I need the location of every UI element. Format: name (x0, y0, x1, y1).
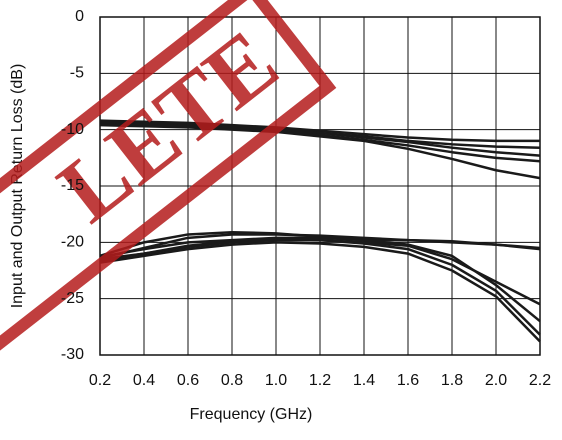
x-tick-label: 1.8 (441, 372, 463, 389)
y-tick-label: -10 (61, 121, 84, 138)
x-tick-label: 1.2 (309, 372, 331, 389)
x-axis-label: Frequency (GHz) (190, 406, 313, 423)
x-tick-label: 1.6 (397, 372, 419, 389)
x-tick-label: 1.4 (353, 372, 375, 389)
x-tick-label: 2.2 (529, 372, 551, 389)
series-line (99, 123, 541, 180)
stamp: LETE (0, 0, 337, 354)
series-line (99, 233, 541, 260)
y-axis-label: Input and Output Return Loss (dB) (9, 64, 26, 309)
y-tick-label: 0 (75, 8, 84, 25)
series-line (99, 241, 541, 343)
y-tick-label: -5 (70, 65, 84, 82)
plot-border (99, 16, 541, 356)
x-tick-label: 0.8 (221, 372, 243, 389)
series-line (99, 238, 541, 336)
y-tick-label: -25 (61, 290, 84, 307)
x-tick-label: 0.4 (133, 372, 155, 389)
y-tick-label: -20 (61, 234, 84, 251)
x-tick-label: 0.2 (89, 372, 111, 389)
x-tick-label: 0.6 (177, 372, 199, 389)
x-tick-label: 2.0 (485, 372, 507, 389)
stamp-border (0, 0, 337, 354)
x-tick-label: 1.0 (265, 372, 287, 389)
y-tick-label: -15 (61, 177, 84, 194)
y-tick-label: -30 (61, 346, 84, 363)
series-line (99, 120, 541, 157)
